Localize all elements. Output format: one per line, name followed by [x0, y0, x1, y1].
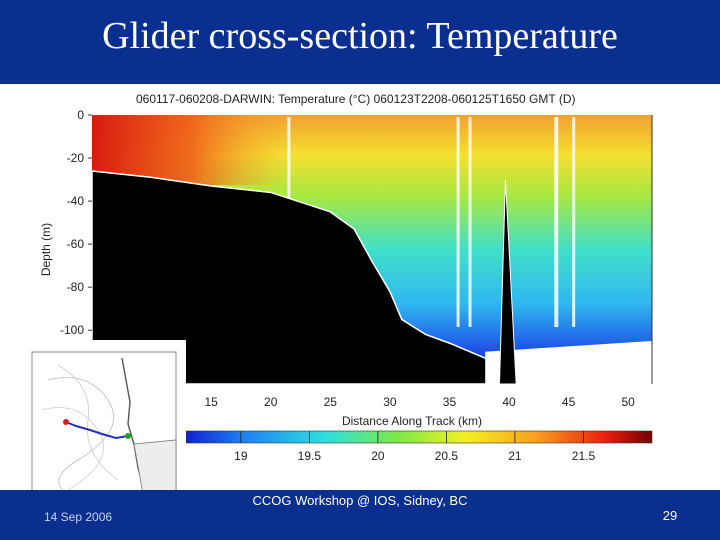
colorbar-gradient [185, 430, 653, 444]
seamount [498, 179, 517, 385]
slide-title: Glider cross-section: Temperature [102, 15, 618, 57]
x-tick-label: 50 [621, 395, 635, 409]
y-axis-label: Depth (m) [39, 223, 53, 276]
x-tick-label: 15 [204, 395, 218, 409]
y-tick-label: -80 [67, 280, 85, 294]
chart-title: 060117-060208-DARWIN: Temperature (°C) 0… [136, 92, 576, 106]
footer-bar [0, 490, 720, 540]
title-bar [0, 0, 720, 84]
footer-date: 14 Sep 2006 [44, 510, 113, 524]
colorbar-tick-label: 19 [234, 449, 248, 463]
x-tick-label: 30 [383, 395, 397, 409]
data-gap [572, 117, 576, 327]
y-tick-label: 0 [77, 108, 84, 122]
y-tick-label: -60 [67, 237, 85, 251]
y-tick-label: -20 [67, 151, 85, 165]
data-gap [456, 117, 460, 327]
x-tick-label: 25 [324, 395, 338, 409]
data-gap [468, 117, 472, 327]
y-tick-label: -40 [67, 194, 85, 208]
page-number: 29 [662, 508, 678, 523]
data-gap [554, 117, 559, 327]
y-tick-label: -100 [60, 323, 84, 337]
axes: 0-20-40-60-80-100101520253035404550Dista… [39, 108, 653, 428]
warm-surface-layer [92, 115, 652, 185]
x-tick-label: 40 [502, 395, 516, 409]
footer-workshop-label: CCOG Workshop @ IOS, Sidney, BC [252, 493, 468, 508]
colorbar-tick-label: 20.5 [435, 449, 459, 463]
x-tick-label: 20 [264, 395, 278, 409]
colorbar-tick-label: 21.5 [572, 449, 596, 463]
colorbar: 19 19.5 20 20.5 21 21.5 [185, 430, 653, 463]
colorbar-tick-label: 21 [508, 449, 522, 463]
colorbar-tick-label: 19.5 [298, 449, 322, 463]
x-tick-label: 45 [562, 395, 576, 409]
temperature-cross-section-chart: 0-20-40-60-80-100101520253035404550Dista… [39, 108, 653, 463]
colorbar-tick-label: 20 [371, 449, 385, 463]
no-data-region [485, 340, 652, 384]
x-axis-label: Distance Along Track (km) [342, 414, 482, 428]
plot-area [91, 115, 652, 385]
x-tick-label: 35 [443, 395, 457, 409]
